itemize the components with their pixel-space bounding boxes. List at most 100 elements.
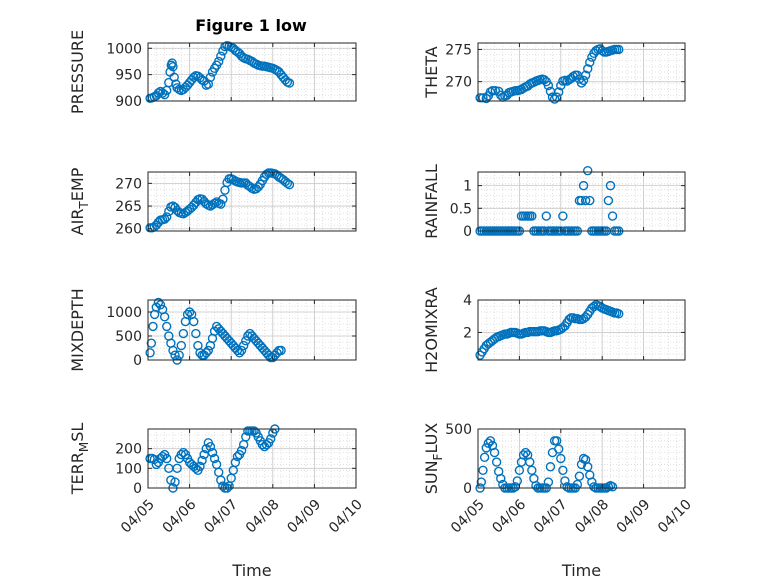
data-point (220, 185, 230, 195)
data-point (216, 51, 226, 61)
x-tick-label: 04/07 (531, 497, 571, 537)
y-tick-label: 500 (115, 329, 142, 345)
y-tick-label: 200 (115, 442, 142, 458)
x-tick-label: 04/10 (655, 497, 695, 537)
y-tick-label: 270 (445, 75, 472, 91)
axes-box (477, 299, 686, 361)
y-tick-label: 1000 (106, 41, 142, 57)
data-point (170, 477, 180, 487)
data-point (578, 180, 589, 191)
data-point (580, 70, 591, 80)
y-axis-label-rest: LUX (422, 423, 441, 454)
y-tick-label: 950 (115, 68, 142, 84)
data-point (481, 443, 491, 453)
y-axis-label-subscript: F (431, 453, 445, 460)
x-axis-label: Time (561, 561, 601, 580)
data-point (203, 345, 214, 356)
data-point (207, 447, 218, 458)
data-point (168, 62, 178, 72)
data-point (514, 465, 525, 475)
data-point (148, 321, 158, 332)
data-point (167, 58, 177, 68)
y-tick-label: 1000 (106, 305, 142, 321)
x-tick-label: 04/09 (614, 497, 654, 537)
data-point (558, 211, 568, 221)
data-point (266, 434, 276, 444)
y-tick-label: 0 (133, 481, 142, 497)
data-point (232, 345, 243, 356)
axes-box (477, 42, 686, 102)
data-point (556, 453, 566, 464)
data-point (236, 445, 247, 456)
data-point (257, 440, 268, 450)
data-point (282, 178, 293, 189)
data-point (583, 462, 593, 472)
data-point (481, 93, 491, 104)
figure-title: Figure 1 low (195, 16, 307, 35)
data-point (560, 476, 570, 486)
data-point (554, 444, 564, 454)
data-point (490, 85, 501, 96)
axes-8: 0 500 04/05 04/06 04/07 04/08 04/09 04/10 Time SU… (422, 422, 695, 580)
data-point (554, 87, 564, 97)
axes-5: 0 500 1000 MIXDEPTH (68, 288, 357, 372)
data-point (496, 473, 506, 484)
data-point (576, 78, 587, 88)
x-tick-label: 04/08 (572, 497, 612, 537)
data-point (159, 214, 170, 224)
data-point (205, 72, 216, 82)
data-point (162, 453, 172, 464)
axes-3: 260 265 270 AIRTEMP (68, 167, 357, 238)
y-tick-label: 260 (115, 222, 142, 238)
y-tick-label: 0 (463, 224, 472, 240)
x-axis-label: Time (231, 561, 271, 580)
data-point (230, 457, 241, 468)
data-point (568, 71, 578, 82)
data-point (168, 345, 178, 356)
data-point (578, 75, 589, 86)
y-tick-label: 900 (115, 94, 142, 110)
data-point (201, 348, 211, 358)
y-tick-label: 275 (445, 42, 472, 58)
data-point (512, 476, 523, 486)
data-point (159, 312, 170, 322)
data-point (197, 455, 207, 466)
data-point (479, 452, 490, 463)
x-tick-label: 04/08 (243, 497, 283, 537)
y-axis-label: THETA (422, 46, 441, 98)
data-point (545, 462, 556, 472)
data-point (541, 211, 552, 221)
data-point (549, 94, 560, 104)
data-point (216, 199, 226, 209)
data-point (476, 477, 487, 487)
axes-7: 0 100 200 04/05 04/06 04/07 04/08 04/09 04/10 Tim… (68, 423, 366, 580)
axes-box (147, 428, 357, 489)
x-tick-label: 04/10 (326, 497, 366, 537)
x-tick-label: 04/06 (160, 497, 200, 537)
data-point (216, 475, 226, 485)
y-axis-label-rest: SL (68, 423, 87, 442)
axes-4: 0 0.5 1 RAINFALL (422, 164, 686, 240)
x-tick-label: 04/06 (489, 497, 529, 537)
data-point (146, 338, 157, 348)
data-point (182, 309, 193, 320)
data-point (155, 300, 166, 310)
data-point (189, 72, 199, 82)
data-point (209, 453, 220, 464)
data-point (607, 211, 618, 221)
y-tick-label: 270 (115, 176, 142, 192)
data-point (607, 482, 618, 492)
y-tick-label: 2 (463, 325, 472, 341)
data-point (496, 90, 506, 100)
data-point (585, 57, 595, 68)
data-point (525, 457, 535, 467)
data-point (478, 465, 488, 475)
y-axis-label: RAINFALL (422, 164, 441, 239)
data-point (145, 348, 155, 358)
data-point (284, 180, 295, 190)
data-point (543, 477, 554, 487)
data-point (241, 336, 251, 346)
x-tick-label: 04/05 (118, 497, 158, 537)
